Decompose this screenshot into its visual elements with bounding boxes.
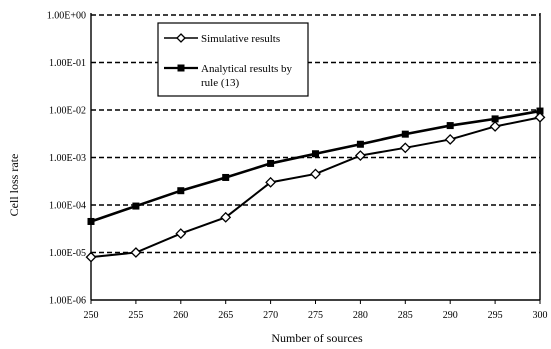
- x-tick-labels: 250 255 260 265 270 275 280 285 290 295 300: [84, 310, 548, 321]
- y-tick-label: 1.00E-04: [49, 201, 86, 212]
- y-tick-label: 1.00E-02: [49, 106, 86, 117]
- point-analytical: [222, 173, 230, 181]
- point-simulative: [310, 168, 321, 180]
- point-simulative: [489, 121, 501, 132]
- point-simulative: [175, 228, 187, 240]
- legend-label-analytical-line1: Analytical results by: [201, 63, 293, 75]
- point-analytical: [267, 159, 275, 167]
- y-tick-labels: 1.00E-06 1.00E-05 1.00E-04 1.00E-03 1.00E-02…: [47, 11, 86, 307]
- legend-marker-simulative: [176, 33, 186, 43]
- y-axis-label: Cell loss rate: [7, 154, 21, 217]
- point-simulative: [85, 251, 97, 263]
- series-markers: [85, 107, 546, 263]
- axes: [90, 13, 541, 304]
- y-tick-label: 1.00E-03: [49, 153, 86, 164]
- point-analytical: [177, 187, 185, 195]
- point-analytical: [536, 107, 544, 115]
- x-tick-label: 285: [398, 310, 413, 321]
- point-simulative: [399, 142, 411, 154]
- y-tick-label: 1.00E-01: [49, 58, 86, 69]
- point-simulative: [534, 111, 546, 123]
- gridlines: [91, 14, 540, 254]
- y-tick-label: 1.00E+00: [47, 11, 86, 22]
- y-tick-label: 1.00E-06: [49, 296, 86, 307]
- x-axis-label: Number of sources: [271, 331, 363, 345]
- point-simulative: [265, 176, 277, 188]
- legend-marker-analytical: [177, 64, 185, 72]
- point-analytical: [401, 130, 409, 138]
- point-analytical: [312, 150, 319, 158]
- point-analytical: [446, 122, 454, 130]
- x-tick-label: 295: [488, 310, 503, 321]
- x-tick-label: 275: [308, 310, 323, 321]
- point-simulative: [220, 211, 232, 223]
- legend-label-analytical-line2: rule (13): [201, 77, 240, 89]
- x-tick-label: 290: [443, 310, 458, 321]
- series-line-simulative: [90, 116, 541, 259]
- y-tick-label: 1.00E-05: [49, 248, 86, 259]
- point-analytical: [356, 140, 364, 148]
- x-tick-label: 270: [263, 310, 278, 321]
- x-tick-label: 300: [533, 310, 548, 321]
- legend: Simulative results Analytical results by…: [157, 22, 309, 97]
- point-simulative: [130, 247, 142, 258]
- x-tick-label: 250: [84, 310, 99, 321]
- point-analytical: [132, 202, 140, 210]
- x-tick-label: 260: [173, 310, 188, 321]
- series-lines: [90, 109, 541, 259]
- x-tick-label: 280: [353, 310, 368, 321]
- x-tick-label: 255: [128, 310, 143, 321]
- point-analytical: [491, 115, 499, 123]
- point-analytical: [87, 217, 95, 225]
- legend-label-simulative: Simulative results: [201, 33, 280, 45]
- x-tick-label: 265: [218, 310, 233, 321]
- point-simulative: [354, 150, 366, 161]
- point-simulative: [444, 134, 456, 145]
